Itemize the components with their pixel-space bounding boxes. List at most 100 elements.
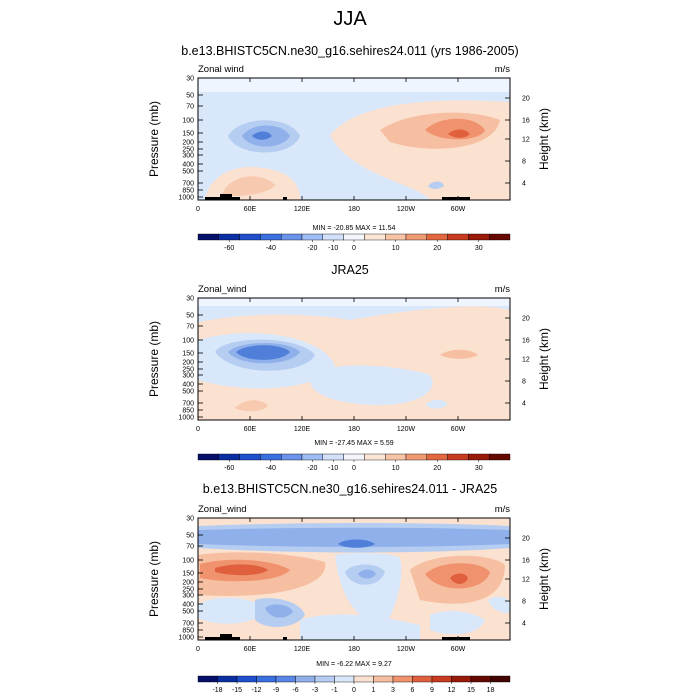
colorbar-label: 20 [433, 245, 441, 252]
panel-2-left-label: Zonal_wind [198, 284, 247, 295]
colorbar-label: 30 [475, 245, 483, 252]
x-tick-label: 120E [294, 206, 311, 213]
panel-1-x-axis: 0 60E 120E 180 120W 60W [196, 78, 466, 213]
colorbar-swatch [281, 453, 303, 461]
colorbar-swatch [353, 675, 374, 683]
pressure-tick-label: 30 [186, 296, 194, 303]
x-tick-label: 0 [196, 426, 200, 433]
colorbar-label: 30 [475, 465, 483, 472]
colorbar-swatch [373, 675, 394, 683]
pressure-tick-label: 1000 [178, 635, 194, 642]
pressure-tick-label: 850 [182, 628, 194, 635]
colorbar-swatch [322, 453, 344, 461]
colorbar-swatch [405, 453, 427, 461]
figure-title: JJA [333, 8, 367, 30]
colorbar-swatch [489, 453, 511, 461]
pressure-tick-label: 150 [182, 351, 194, 358]
panel-3-chart: Zonal_wind m/s 3050701001502002503004005… [147, 504, 551, 694]
colorbar-swatch [197, 453, 219, 461]
panel-1-ylabel-right: Height (km) [537, 108, 551, 170]
height-tick-label: 20 [522, 96, 530, 103]
colorbar-label: -18 [212, 687, 222, 694]
pressure-tick-label: 70 [186, 544, 194, 551]
panel-2-colorbar: -60 -40 -20 -10 0 10 20 30 [197, 453, 511, 472]
panel-3-colorbar: -18 -15 -12 -9 -6 -3 -1 0 1 3 6 9 12 15 18 [197, 675, 511, 694]
colorbar-swatch [260, 233, 282, 241]
pressure-tick-label: 250 [182, 147, 194, 154]
colorbar-label: -6 [292, 687, 298, 694]
colorbar-swatch [447, 233, 469, 241]
panel-1-topography [205, 194, 470, 200]
height-tick-label: 8 [522, 159, 526, 166]
pressure-tick-label: 200 [182, 580, 194, 587]
x-tick-label: 120E [294, 426, 311, 433]
colorbar-label: 0 [352, 687, 356, 694]
colorbar-label: -20 [307, 245, 317, 252]
colorbar-label: -60 [224, 245, 234, 252]
pressure-tick-label: 1000 [178, 415, 194, 422]
height-tick-label: 16 [522, 118, 530, 125]
panel-1-left-label: Zonal wind [198, 64, 244, 75]
pressure-tick-label: 50 [186, 313, 194, 320]
colorbar-swatch [468, 453, 490, 461]
panel-3-ylabel: Pressure (mb) [147, 541, 161, 617]
panel-3-x-axis: 0 60E 120E 180 120W 60W [196, 518, 466, 653]
x-tick-label: 120E [294, 646, 311, 653]
colorbar-swatch [426, 233, 448, 241]
panel-2-ylabel-right: Height (km) [537, 328, 551, 390]
panel-3-units: m/s [495, 504, 511, 515]
colorbar-label: 0 [352, 245, 356, 252]
height-tick-label: 20 [522, 536, 530, 543]
panel-1-chart: Zonal wind m/s 3050701001502002503004005… [147, 64, 551, 252]
colorbar-swatch [426, 453, 448, 461]
pressure-tick-label: 700 [182, 181, 194, 188]
height-tick-label: 8 [522, 599, 526, 606]
colorbar-swatch [431, 675, 452, 683]
colorbar-swatch [275, 675, 296, 683]
panel-2-title: JRA25 [331, 263, 369, 277]
pressure-tick-label: 850 [182, 408, 194, 415]
panel-1-colorbar: -60 -40 -20 -10 0 10 20 30 [197, 233, 511, 252]
panel-1-ylabel: Pressure (mb) [147, 101, 161, 177]
colorbar-label: 1 [372, 687, 376, 694]
x-tick-label: 180 [348, 426, 360, 433]
colorbar-swatch [364, 453, 386, 461]
colorbar-label: -40 [266, 465, 276, 472]
x-tick-label: 120W [397, 206, 416, 213]
panel-3-stats: MIN = -6.22 MAX = 9.27 [316, 661, 392, 668]
pressure-tick-label: 700 [182, 401, 194, 408]
x-tick-label: 0 [196, 646, 200, 653]
x-tick-label: 60E [244, 646, 257, 653]
height-tick-label: 4 [522, 621, 526, 628]
pressure-tick-label: 30 [186, 516, 194, 523]
colorbar-swatch [343, 453, 365, 461]
colorbar-label: -10 [328, 245, 338, 252]
x-tick-label: 120W [397, 426, 416, 433]
panel-1-title: b.e13.BHISTC5CN.ne30_g16.sehires24.011 (… [181, 44, 519, 58]
colorbar-label: 15 [467, 687, 475, 694]
panel-2-contours [198, 298, 510, 420]
colorbar-swatch [314, 675, 335, 683]
pressure-tick-label: 1000 [178, 195, 194, 202]
height-tick-label: 12 [522, 357, 530, 364]
panel-2-units: m/s [495, 284, 511, 295]
colorbar-swatch [468, 233, 490, 241]
colorbar-swatch [260, 453, 282, 461]
pressure-tick-label: 150 [182, 571, 194, 578]
colorbar-label: -3 [312, 687, 318, 694]
x-tick-label: 120W [397, 646, 416, 653]
colorbar-swatch [239, 233, 261, 241]
colorbar-label: 0 [352, 465, 356, 472]
colorbar-swatch [295, 675, 316, 683]
panel-2-chart: Zonal_wind m/s 3050701001502002503004005… [147, 284, 551, 472]
panel-3-ylabel-right: Height (km) [537, 548, 551, 610]
pressure-tick-label: 400 [182, 162, 194, 169]
height-tick-label: 8 [522, 379, 526, 386]
colorbar-swatch [256, 675, 277, 683]
colorbar-swatch [343, 233, 365, 241]
panel-2-height-axis: 4 8 12 16 20 [505, 316, 530, 408]
x-tick-label: 0 [196, 206, 200, 213]
pressure-tick-label: 70 [186, 324, 194, 331]
pressure-tick-label: 150 [182, 131, 194, 138]
panel-3-height-axis: 4 8 12 16 20 [505, 536, 530, 628]
